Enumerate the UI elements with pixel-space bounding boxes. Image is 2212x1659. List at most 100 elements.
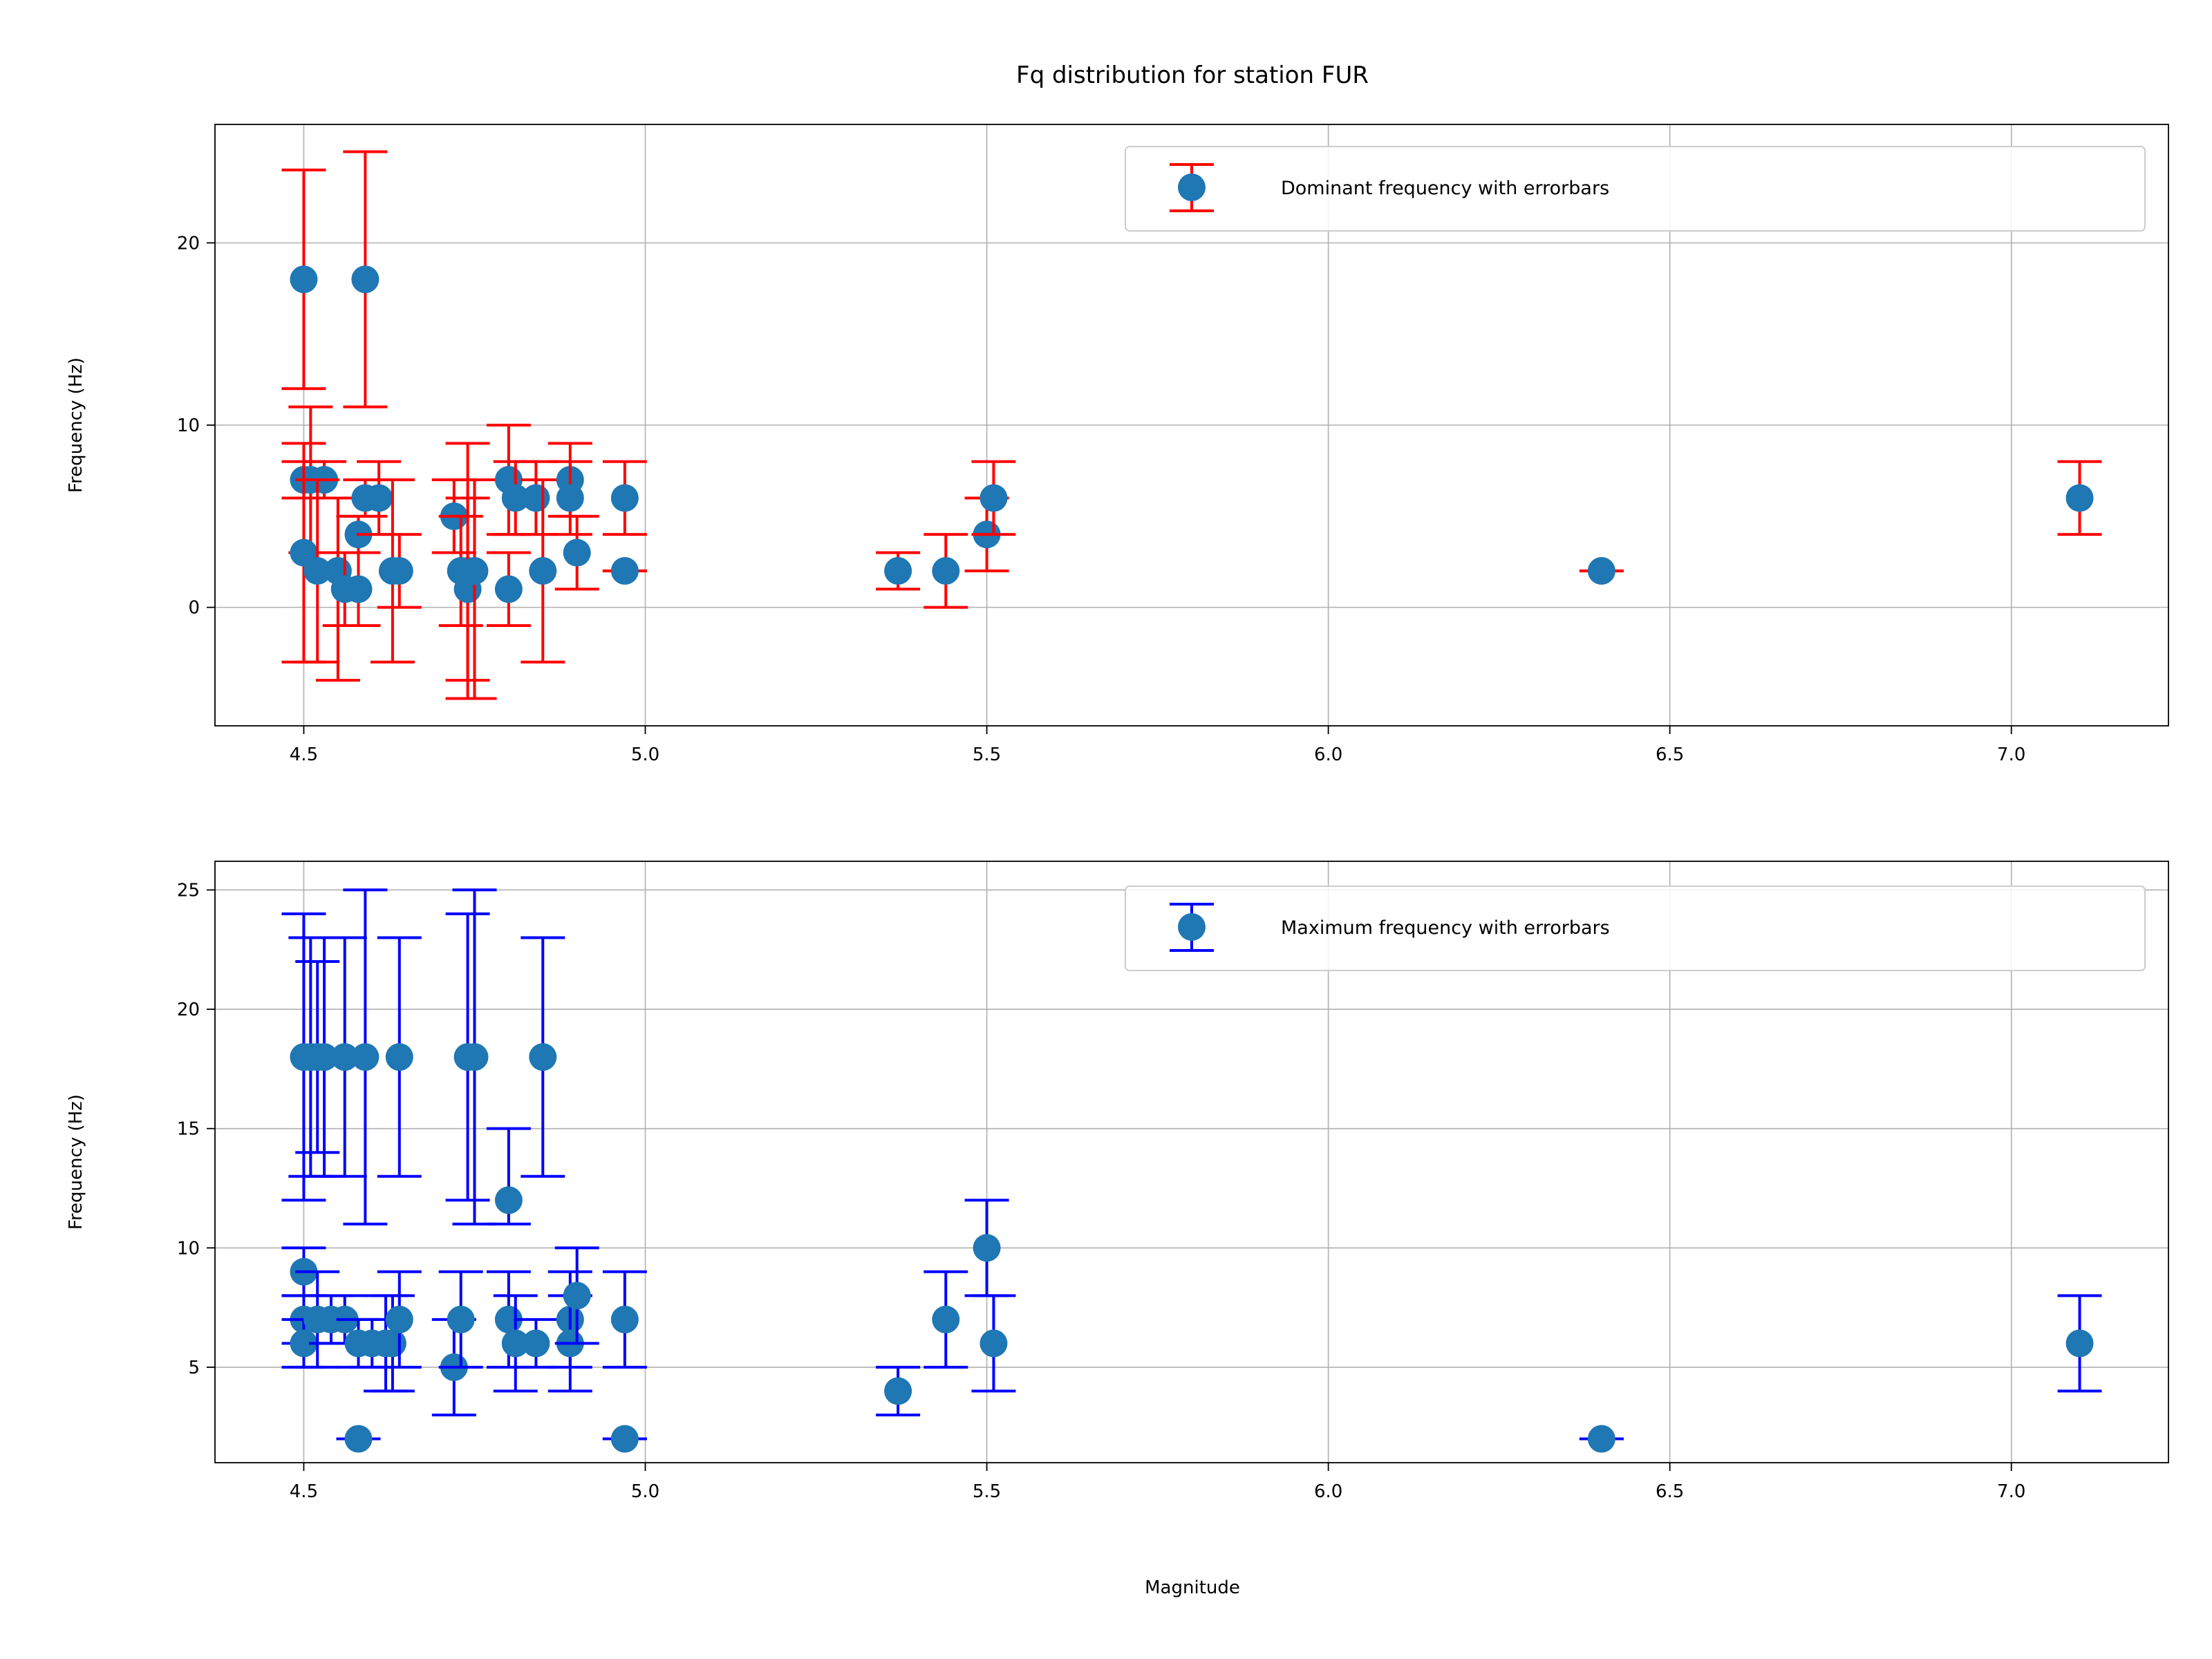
data-marker xyxy=(447,1305,475,1333)
data-point xyxy=(322,936,367,1178)
y-tick-label: 10 xyxy=(177,1238,200,1259)
data-marker xyxy=(610,1425,639,1453)
x-tick-label: 7.0 xyxy=(1997,1481,2025,1502)
dominant-frequency-panel: Fq distribution for station FUR 4.5 5.0 5.… xyxy=(66,62,2169,765)
data-marker xyxy=(494,575,523,603)
y-axis-label: Frequency (Hz) xyxy=(66,1094,86,1230)
data-marker xyxy=(529,1043,557,1071)
data-point xyxy=(924,1270,968,1369)
legend-marker xyxy=(1170,903,1214,952)
x-axis-ticks: 4.5 5.0 5.5 6.0 6.5 7.0 xyxy=(290,1463,2025,1502)
y-tick-label: 25 xyxy=(177,880,200,901)
data-point xyxy=(452,478,497,700)
data-points xyxy=(281,888,2102,1453)
legend-marker xyxy=(1170,163,1214,212)
data-marker xyxy=(385,1043,413,1071)
data-point xyxy=(377,533,422,609)
data-point xyxy=(493,1294,538,1393)
x-tick-label: 6.0 xyxy=(1314,744,1342,765)
data-marker xyxy=(529,556,557,585)
data-point xyxy=(295,478,340,664)
x-tick-label: 5.5 xyxy=(973,1481,1001,1502)
data-marker xyxy=(610,556,639,585)
x-tick-label: 4.5 xyxy=(290,1481,318,1502)
data-marker xyxy=(460,556,489,585)
data-point xyxy=(486,551,531,627)
data-point xyxy=(1579,1425,1624,1453)
data-marker xyxy=(610,484,639,512)
x-tick-label: 6.5 xyxy=(1656,744,1684,765)
x-axis-label: Magnitude xyxy=(1145,1577,1240,1598)
data-point xyxy=(971,1294,1016,1393)
data-marker xyxy=(980,484,1008,512)
x-tick-label: 7.0 xyxy=(1997,744,2025,765)
data-point xyxy=(357,460,402,536)
data-point xyxy=(377,1270,422,1369)
data-point xyxy=(602,556,647,585)
data-point xyxy=(971,460,1016,536)
data-marker xyxy=(563,538,591,567)
data-marker xyxy=(563,1282,591,1310)
data-marker xyxy=(501,1329,529,1358)
x-tick-label: 5.0 xyxy=(631,744,659,765)
data-point xyxy=(554,1246,599,1345)
data-marker xyxy=(494,1186,523,1215)
data-marker xyxy=(385,1305,413,1333)
data-marker xyxy=(2065,1329,2094,1358)
data-point xyxy=(521,936,565,1178)
data-marker xyxy=(1587,556,1615,585)
legend-label: Dominant frequency with errorbars xyxy=(1281,178,1609,199)
data-point xyxy=(343,150,388,409)
legend-box xyxy=(1125,146,2146,232)
data-marker xyxy=(501,484,529,512)
y-tick-label: 5 xyxy=(188,1358,200,1378)
data-point xyxy=(602,1425,647,1453)
data-marker xyxy=(2065,484,2094,512)
data-marker xyxy=(365,484,393,512)
plot-frame xyxy=(214,861,2169,1463)
data-point xyxy=(302,936,347,1178)
y-tick-label: 10 xyxy=(177,415,200,436)
data-marker xyxy=(310,1043,339,1071)
x-tick-label: 6.5 xyxy=(1656,1481,1684,1502)
data-marker xyxy=(385,556,413,585)
data-marker xyxy=(556,484,584,512)
data-point xyxy=(2057,460,2102,536)
legend-box xyxy=(1125,885,2146,971)
data-marker xyxy=(344,1425,373,1453)
data-marker xyxy=(884,556,912,585)
y-axis-ticks: 5 10 15 20 25 xyxy=(177,880,215,1378)
data-point xyxy=(486,1127,531,1226)
y-axis-label: Frequency (Hz) xyxy=(66,357,86,493)
data-marker xyxy=(522,484,550,512)
data-marker xyxy=(980,1329,1008,1358)
y-tick-label: 20 xyxy=(177,1000,200,1020)
data-marker xyxy=(290,1329,318,1358)
data-point xyxy=(924,533,968,609)
data-marker xyxy=(290,265,318,294)
data-marker xyxy=(351,265,379,294)
data-marker xyxy=(973,1234,1001,1262)
data-marker xyxy=(351,1043,379,1071)
data-marker xyxy=(932,1305,960,1333)
x-tick-label: 4.5 xyxy=(290,744,318,765)
y-axis-ticks: 0 10 20 xyxy=(177,233,215,619)
data-point xyxy=(377,936,422,1178)
legend: Maximum frequency with errorbars xyxy=(1125,885,2146,971)
legend: Dominant frequency with errorbars xyxy=(1125,146,2146,232)
data-point xyxy=(438,1270,483,1369)
data-point xyxy=(281,168,326,391)
x-tick-label: 5.5 xyxy=(973,744,1001,765)
data-marker xyxy=(330,1043,359,1071)
data-point xyxy=(547,460,592,536)
x-tick-label: 5.0 xyxy=(631,1481,659,1502)
data-point xyxy=(602,460,647,536)
x-tick-label: 6.0 xyxy=(1314,1481,1342,1502)
data-marker xyxy=(460,1043,489,1071)
x-axis-ticks: 4.5 5.0 5.5 6.0 6.5 7.0 xyxy=(290,726,2025,765)
data-marker xyxy=(932,556,960,585)
chart-title: Fq distribution for station FUR xyxy=(1016,62,1369,89)
legend-label: Maximum frequency with errorbars xyxy=(1281,917,1610,939)
